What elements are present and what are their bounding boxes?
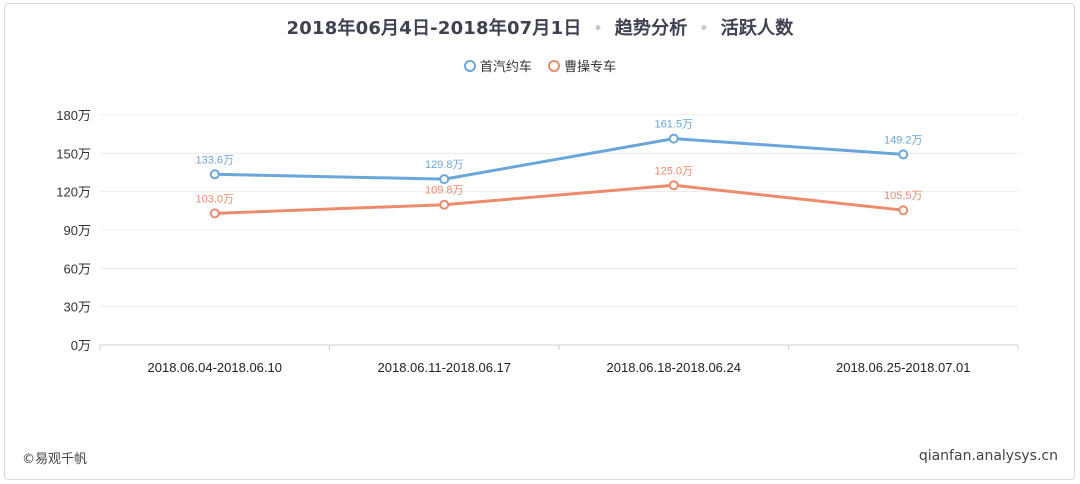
footer-brand: ©易观千帆 [22,452,88,467]
y-tick-label: 150万 [56,146,91,161]
y-tick-label: 60万 [64,261,91,276]
legend-item-series-1[interactable]: 首汽约车 [463,56,532,75]
series-2-data-label: 103.0万 [195,193,234,205]
title-section: 趋势分析 [614,18,688,39]
series-line-1 [213,137,905,181]
x-tick-label: 2018.06.04-2018.06.10 [148,360,282,375]
series-1-data-label: 149.2万 [884,134,923,146]
chart-frame [4,3,1075,480]
series-1-point [439,174,450,185]
series-line-2 [213,183,905,215]
chart-legend: 首汽约车 曹操专车 [0,56,1080,76]
series-1-point [209,169,220,180]
x-tick-label: 2018.06.18-2018.06.24 [607,360,741,375]
title-separator-1: • [593,21,603,37]
y-tick-label: 180万 [56,108,91,123]
title-separator-2: • [699,21,709,37]
legend-marker-series-1 [463,59,476,72]
series-1-point [898,149,909,160]
y-tick-label: 0万 [71,338,91,353]
y-tick-label: 120万 [56,185,91,200]
legend-item-series-2[interactable]: 曹操专车 [548,56,616,75]
series-2-point [439,199,450,210]
chart-title: 2018年06月4日-2018年07月1日 • 趋势分析 • 活跃人数 [0,14,1080,40]
title-metric: 活跃人数 [720,18,794,39]
series-2-point [209,208,220,219]
series-1-data-label: 129.8万 [425,159,464,171]
x-tick-label: 2018.06.25-2018.07.01 [836,360,970,375]
series-2-data-label: 105.5万 [884,190,923,202]
legend-marker-series-2 [548,59,561,72]
series-2-point [668,180,679,191]
legend-label-series-1: 首汽约车 [479,60,532,75]
x-tick-label: 2018.06.11-2018.06.17 [378,360,512,375]
series-1-data-label: 161.5万 [654,119,693,131]
legend-label-series-2: 曹操专车 [564,60,617,75]
series-1-point [668,133,679,144]
series-2-data-label: 109.8万 [425,185,464,197]
series-1-data-label: 133.6万 [195,154,234,166]
footer-site: qianfan.analysys.cn [918,448,1058,464]
title-date-range: 2018年06月4日-2018年07月1日 [286,18,582,39]
y-tick-label: 30万 [64,300,91,315]
series-2-point [898,205,909,216]
series-2-data-label: 125.0万 [654,165,693,177]
y-tick-label: 90万 [64,223,91,238]
